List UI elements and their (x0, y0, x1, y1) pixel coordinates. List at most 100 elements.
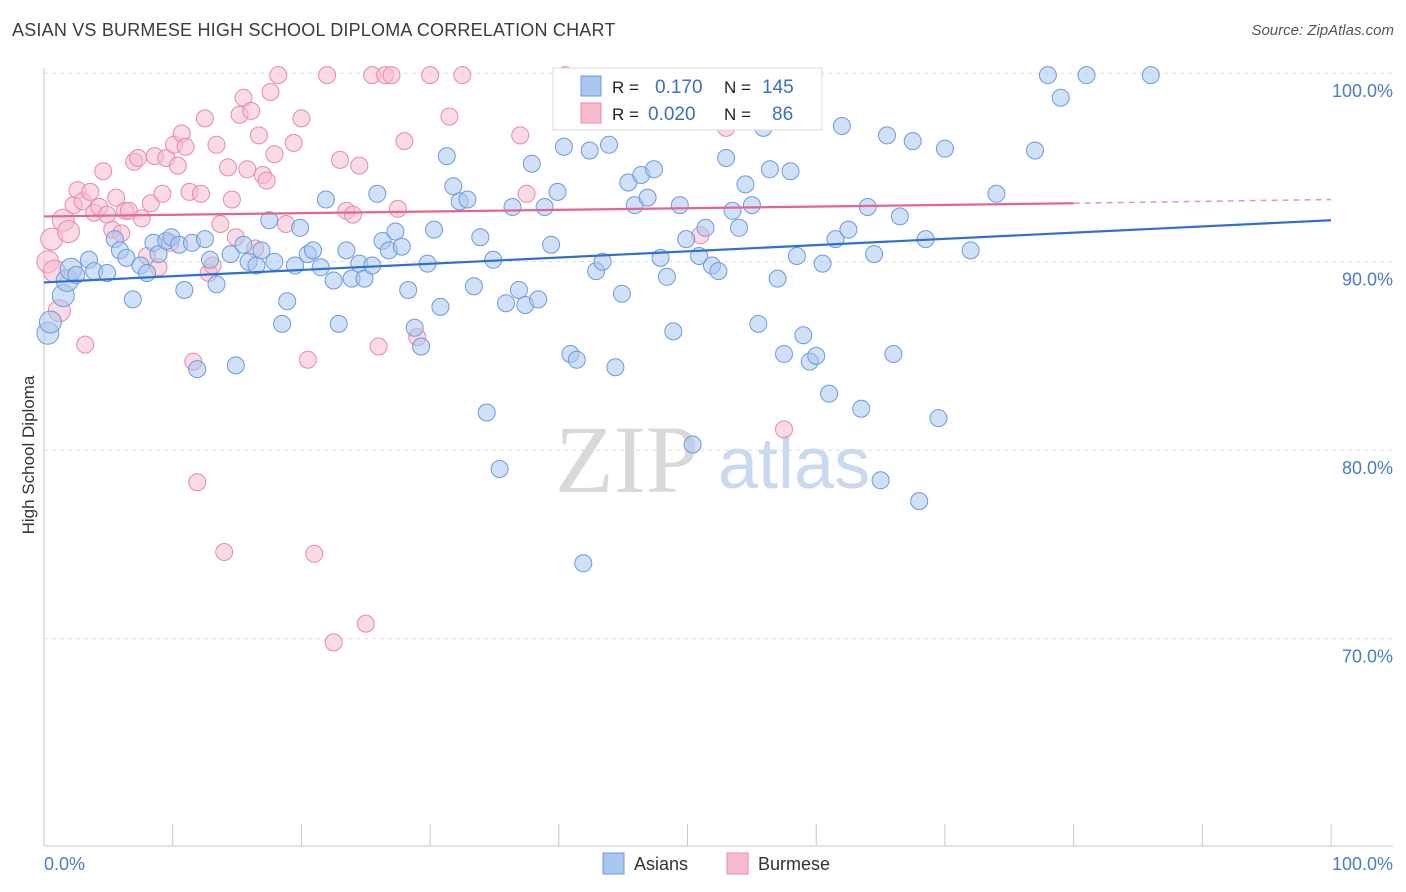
asians-point (201, 250, 219, 269)
asians-point (412, 337, 431, 356)
burmese-point (318, 66, 337, 85)
legend: Asians Burmese (602, 852, 830, 875)
stats-swatch-burmese (580, 102, 602, 124)
asians-point (664, 322, 683, 341)
asians-point (768, 269, 787, 288)
y-tick-label: 90.0% (1342, 270, 1393, 290)
chart-title: ASIAN VS BURMESE HIGH SCHOOL DIPLOMA COR… (12, 20, 616, 40)
source-label: Source: ZipAtlas.com (1251, 22, 1394, 39)
asians-point (392, 237, 411, 256)
burmese-point (249, 126, 268, 145)
burmese-point (188, 473, 207, 492)
asians-point (736, 175, 755, 194)
asians-point (464, 277, 483, 296)
x-tick-label-max: 100.0% (1332, 854, 1393, 874)
burmese-point (176, 137, 195, 156)
asians-point (593, 252, 612, 271)
stats-r-value-asians: 0.170 (655, 77, 703, 98)
asians-point (316, 190, 335, 209)
asians-point (807, 346, 826, 365)
asians-point (234, 235, 253, 254)
burmese-point (305, 544, 324, 563)
legend-swatch-burmese (726, 852, 749, 875)
asians-point (884, 345, 903, 363)
asians-point (368, 184, 387, 203)
asians-point (1051, 88, 1070, 107)
burmese-point (453, 66, 472, 85)
burmese-point (331, 150, 349, 169)
asians-point (67, 265, 86, 284)
burmese-trend-line (43, 202, 1074, 218)
asians-point (431, 297, 450, 316)
asians-point (444, 177, 463, 196)
burmese-point (369, 337, 388, 356)
burmese-point (382, 66, 401, 85)
burmese-point (298, 350, 317, 369)
burmese-point (94, 162, 113, 181)
asians-point (580, 141, 599, 160)
asians-point (207, 275, 226, 294)
asians-point (781, 162, 800, 181)
burmese-point (269, 66, 288, 85)
asians-point (903, 132, 922, 151)
asians-point (221, 245, 240, 264)
asians-point (329, 314, 348, 333)
burmese-point (388, 199, 407, 218)
legend-swatch-asians (602, 852, 625, 875)
burmese-point (215, 543, 234, 561)
asians-point (522, 154, 541, 173)
asians-point (929, 409, 948, 428)
burmese-point (395, 132, 414, 151)
asians-point (645, 160, 663, 179)
asians-point (471, 228, 490, 247)
asians-point (386, 222, 405, 241)
asians-point (935, 139, 954, 158)
asians-point (709, 262, 728, 281)
asians-point (865, 245, 884, 264)
x-tick-labels: 0.0% 100.0% (44, 854, 1393, 874)
asians-point (871, 471, 890, 490)
asians-point (399, 281, 418, 299)
asians-point (683, 435, 702, 454)
asians-point (273, 314, 292, 333)
asians-point (324, 271, 343, 290)
asians-point (794, 326, 813, 345)
asians-point (548, 182, 567, 201)
burmese-point (211, 215, 230, 233)
burmese-point (207, 135, 226, 154)
asians-point (839, 220, 858, 239)
asians-point (1026, 141, 1044, 160)
y-tick-label: 100.0% (1332, 81, 1393, 101)
asians-point (278, 292, 297, 311)
watermark: ZIP atlas (555, 406, 870, 513)
legend-label-asians: Asians (634, 854, 688, 874)
asians-point (554, 137, 573, 156)
asians-point (742, 196, 761, 215)
burmese-point (238, 160, 257, 179)
asians-point (717, 149, 736, 167)
asians-point (606, 358, 625, 377)
asians-point (535, 198, 554, 216)
asians-point (98, 264, 117, 282)
burmese-point (195, 109, 214, 128)
legend-label-burmese: Burmese (758, 854, 830, 874)
asians-point (265, 252, 284, 271)
y-tick-label: 80.0% (1342, 458, 1393, 478)
burmese-point (81, 182, 100, 201)
asians-point (138, 264, 156, 282)
asians-point (638, 188, 657, 207)
watermark-atlas: atlas (718, 424, 870, 504)
burmese-point (192, 184, 210, 203)
asians-point (149, 245, 168, 264)
stats-box: R = 0.170 N = 145 R = 0.020 N = 86 (552, 67, 823, 131)
y-axis-title: High School Diploma (19, 375, 38, 534)
burmese-point (421, 66, 440, 85)
asians-point (497, 294, 515, 313)
asians-point (405, 318, 424, 337)
asians-point (195, 230, 214, 249)
burmese-point (222, 190, 241, 209)
burmese-point (168, 156, 187, 175)
burmese-point (57, 220, 80, 243)
burmese-point (242, 101, 261, 120)
burmese-point (511, 126, 530, 145)
